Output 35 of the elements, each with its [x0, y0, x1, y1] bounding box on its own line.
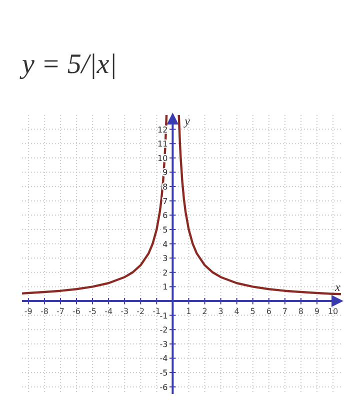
x-tick-label: 1 — [186, 307, 192, 316]
y-tick-label: -5 — [160, 368, 168, 378]
x-tick-label: 2 — [202, 307, 208, 316]
x-tick-label: -6 — [72, 307, 80, 316]
x-tick-label: 3 — [218, 307, 224, 316]
x-tick-label: -5 — [88, 307, 97, 316]
x-tick-label: 10 — [328, 307, 338, 316]
y-tick-label: 5 — [162, 225, 168, 234]
x-tick-label: 7 — [282, 307, 288, 316]
chart-title: y = 5/|x| — [19, 49, 117, 80]
y-tick-label: -2 — [160, 326, 168, 335]
y-tick-label: 7 — [162, 196, 168, 206]
x-tick-label: -7 — [56, 307, 64, 316]
x-axis-title: x — [334, 280, 341, 294]
y-tick-label: -3 — [160, 340, 168, 349]
x-tick-label: -4 — [104, 307, 113, 316]
x-tick-label: -9 — [24, 307, 32, 316]
y-tick-label: 1 — [162, 282, 168, 292]
x-tick-label: 8 — [298, 307, 304, 316]
x-tick-label: 6 — [266, 307, 272, 316]
x-tick-label: -3 — [120, 307, 129, 316]
line-series — [178, 114, 342, 296]
y-tick-label: 3 — [162, 254, 168, 264]
x-tick-label: 9 — [314, 307, 320, 316]
y-tick-label: 4 — [162, 240, 168, 249]
x-tick-label: 5 — [250, 307, 256, 316]
y-tick-label: -6 — [160, 382, 168, 392]
y-tick-label: 2 — [162, 268, 168, 278]
x-tick-label: -2 — [136, 307, 145, 316]
line-series — [20, 114, 168, 295]
y-tick-label: -4 — [160, 354, 168, 364]
y-axis-title: y — [184, 114, 191, 128]
y-tick-label: 6 — [162, 211, 168, 220]
x-tick-label: -8 — [40, 307, 48, 316]
x-tick-label: 4 — [234, 307, 240, 316]
